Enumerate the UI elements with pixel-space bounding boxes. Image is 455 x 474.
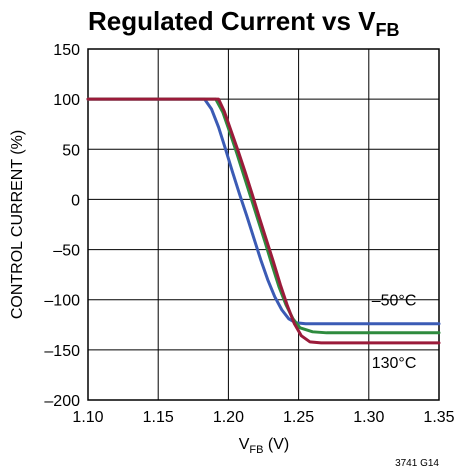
y-tick-label: 50 xyxy=(62,142,80,159)
series-group xyxy=(86,97,441,345)
chart-title-main: Regulated Current vs V xyxy=(88,6,376,36)
series-line-1 xyxy=(86,97,441,335)
y-tick-label: 0 xyxy=(71,192,80,209)
y-axis-ticks: 150 100 50 0 –50 –100 –150 –200 xyxy=(44,42,80,410)
chart-title-subscript: FB xyxy=(376,20,400,40)
x-tick-label: 1.10 xyxy=(72,409,103,426)
chart-title: Regulated Current vs VFB xyxy=(88,6,400,40)
x-tick-label: 1.30 xyxy=(353,409,384,426)
x-tick-label: 1.25 xyxy=(283,409,314,426)
y-tick-label: 100 xyxy=(53,92,80,109)
figure-id: 3741 G14 xyxy=(395,458,439,469)
annotations: –50°C 130°C xyxy=(372,293,417,372)
y-axis-label: CONTROL CURRENT (%) xyxy=(9,130,26,319)
series-line-2 xyxy=(86,97,441,345)
x-axis-label: VFB (V) xyxy=(239,436,290,456)
y-tick-label: –100 xyxy=(44,293,80,310)
y-tick-label: –200 xyxy=(44,393,80,410)
series-line-0 xyxy=(86,97,441,326)
x-tick-label: 1.15 xyxy=(143,409,174,426)
plot-frame xyxy=(87,48,440,401)
series-annotation-0: –50°C xyxy=(372,293,417,310)
series-annotation-1: 130°C xyxy=(372,355,417,372)
x-axis-ticks: 1.10 1.15 1.20 1.25 1.30 1.35 xyxy=(72,409,454,426)
grid xyxy=(88,49,439,400)
y-tick-label: –50 xyxy=(53,243,80,260)
x-axis-label-subscript: FB xyxy=(249,444,263,456)
y-tick-label: –150 xyxy=(44,343,80,360)
x-axis-label-main: V xyxy=(239,436,250,453)
x-tick-label: 1.20 xyxy=(213,409,244,426)
x-tick-label: 1.35 xyxy=(423,409,454,426)
y-tick-label: 150 xyxy=(53,42,80,59)
x-axis-label-unit: (V) xyxy=(263,436,289,453)
